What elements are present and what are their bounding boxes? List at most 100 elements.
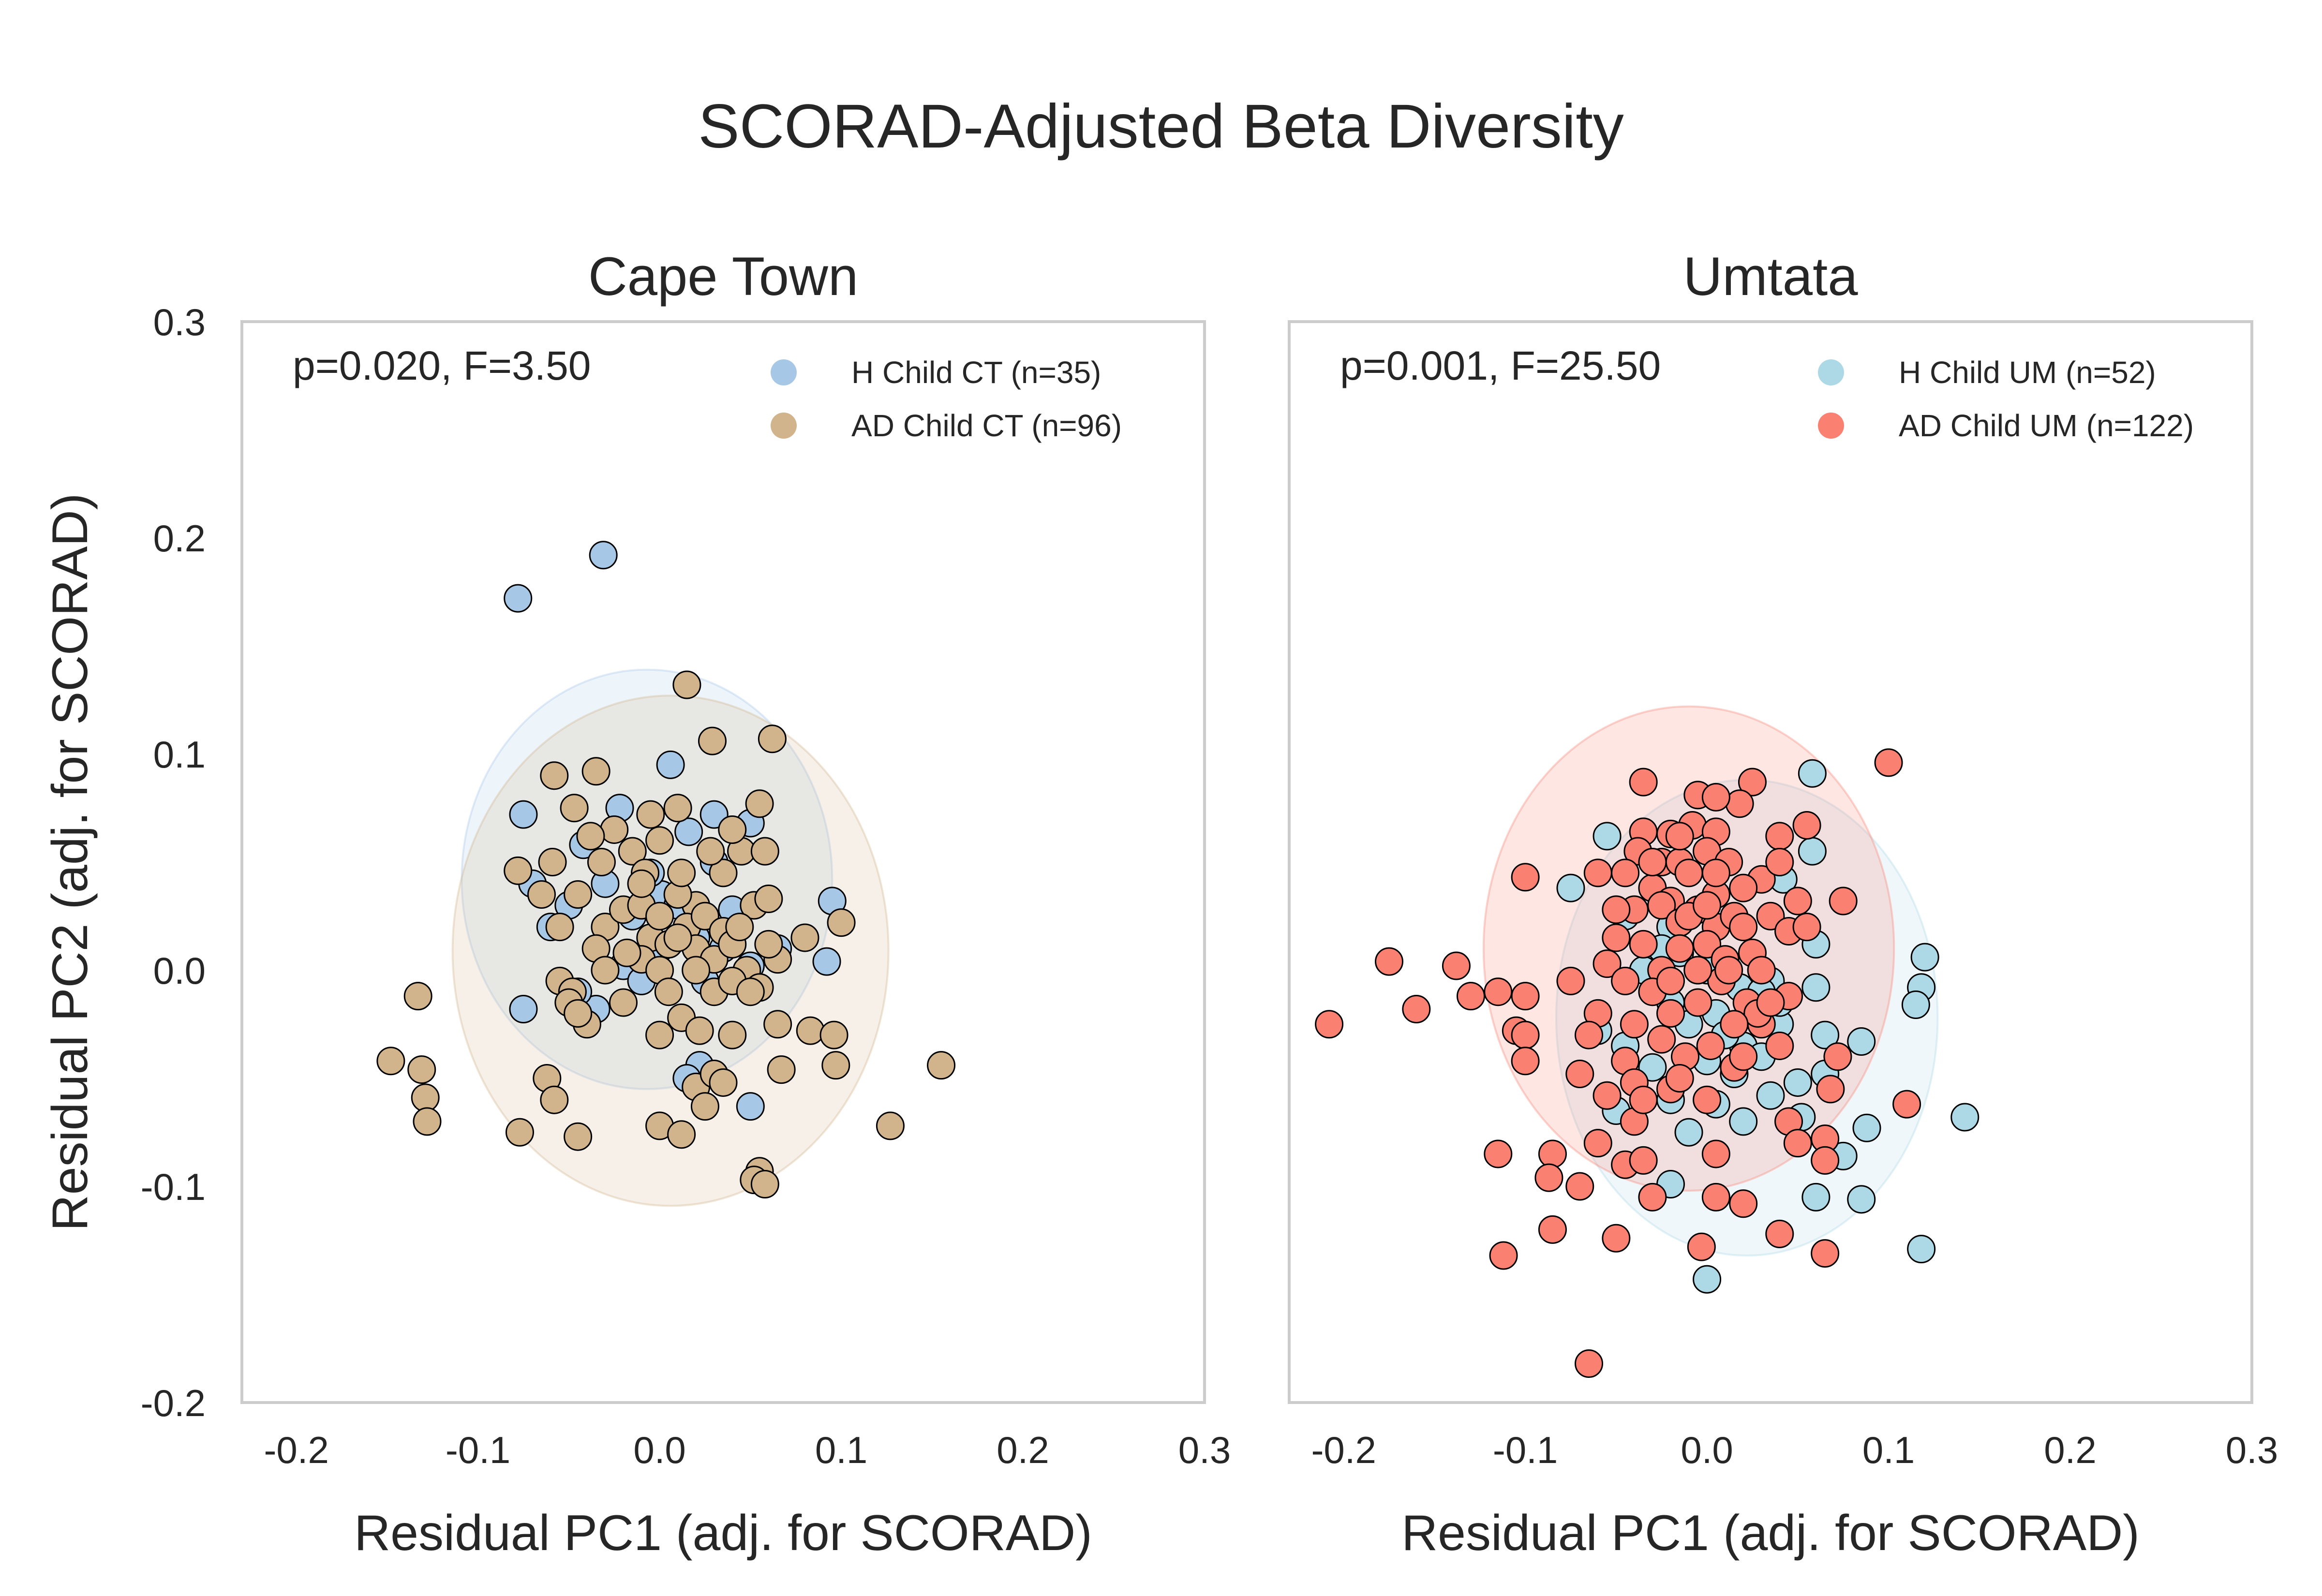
data-point-umtata-s1-78: [1665, 1064, 1694, 1093]
legend-marker-cape-town-0: [771, 359, 797, 385]
data-point-umtata-s1-45: [1683, 988, 1712, 1017]
data-point-cape-town-s0-5: [656, 750, 685, 779]
data-point-cape-town-s1-4: [581, 757, 610, 786]
data-point-umtata-s1-42: [1611, 966, 1640, 995]
panel-title-umtata: Umtata: [1683, 246, 1859, 307]
data-point-cape-town-s1-64: [718, 1020, 747, 1049]
data-point-umtata-s1-81: [1783, 1129, 1812, 1158]
data-point-umtata-s1-1: [1629, 768, 1658, 797]
data-point-umtata-s1-120: [1693, 891, 1722, 920]
data-point-umtata-s1-94: [1538, 1215, 1567, 1244]
y-tick-label-cape-town-0: 0.3: [153, 301, 206, 343]
data-point-umtata-s1-110: [1602, 895, 1631, 924]
data-point-cape-town-s1-0: [672, 670, 701, 699]
x-tick-label-cape-town-4: 0.2: [997, 1429, 1049, 1471]
data-point-umtata-s0-35: [1910, 943, 1939, 972]
data-point-umtata-s1-10: [1792, 811, 1821, 840]
data-point-umtata-s0-37: [1901, 990, 1930, 1020]
data-point-umtata-s1-107: [1765, 848, 1794, 876]
y-axis-label-cape-town: Residual PC2 (adj. for SCORAD): [42, 493, 98, 1231]
data-point-umtata-s0-46: [1729, 1107, 1758, 1136]
figure-title: SCORAD-Adjusted Beta Diversity: [698, 92, 1624, 161]
data-point-umtata-s1-64: [1315, 1010, 1344, 1039]
legend-label-umtata-0: H Child UM (n=52): [1899, 355, 2156, 390]
data-point-cape-town-s1-2: [758, 724, 787, 754]
x-tick-label-umtata-5: 0.3: [2226, 1429, 2278, 1471]
data-point-cape-town-s0-2: [509, 800, 538, 829]
x-tick-label-umtata-0: -0.2: [1311, 1429, 1376, 1471]
data-point-umtata-s0-0: [1798, 759, 1827, 788]
data-point-umtata-s1-35: [1629, 930, 1658, 959]
data-point-cape-town-s0-6: [674, 817, 703, 846]
data-point-umtata-s1-116: [1729, 1042, 1758, 1071]
x-tick-label-cape-town-0: -0.2: [264, 1429, 328, 1471]
x-axis-label-cape-town: Residual PC1 (adj. for SCORAD): [354, 1505, 1092, 1561]
data-point-cape-town-s1-90: [627, 869, 656, 898]
data-point-cape-town-s1-42: [754, 930, 783, 959]
data-point-umtata-s1-115: [1683, 956, 1712, 985]
data-point-umtata-s1-88: [1534, 1163, 1563, 1192]
legend-label-umtata-1: AD Child UM (n=122): [1899, 408, 2194, 443]
data-point-umtata-s1-70: [1565, 1060, 1594, 1089]
data-point-cape-town-s1-67: [819, 1020, 848, 1049]
data-point-cape-town-s1-9: [587, 848, 616, 876]
data-point-umtata-s0-22: [1847, 1027, 1876, 1056]
data-point-umtata-s0-32: [1756, 1081, 1785, 1110]
data-point-cape-town-s1-50: [654, 977, 683, 1006]
data-point-cape-town-s0-1: [589, 541, 618, 570]
data-point-umtata-s0-3: [1556, 873, 1585, 902]
data-point-umtata-s0-34: [1852, 1113, 1881, 1142]
data-point-umtata-s1-99: [1575, 1349, 1604, 1378]
data-point-cape-town-s1-89: [750, 1170, 779, 1199]
data-point-umtata-s0-38: [1950, 1103, 1980, 1132]
data-point-cape-town-s1-84: [667, 1120, 696, 1149]
data-point-cape-town-s1-93: [667, 858, 696, 887]
data-point-umtata-s1-41: [1593, 949, 1622, 978]
data-point-cape-town-s1-55: [736, 977, 765, 1006]
data-point-cape-town-s1-66: [796, 1016, 825, 1045]
data-point-umtata-s1-62: [1402, 994, 1431, 1023]
axes-frame-umtata: [1288, 320, 2253, 1404]
data-point-cape-town-s1-39: [754, 884, 783, 913]
data-point-cape-town-s1-14: [645, 826, 674, 855]
data-point-cape-town-s1-7: [504, 856, 533, 885]
data-point-cape-town-s1-20: [750, 837, 779, 866]
data-point-umtata-s1-33: [1829, 887, 1858, 916]
data-point-umtata-s1-106: [1638, 848, 1667, 876]
data-point-cape-town-s1-10: [600, 815, 629, 844]
axes-frame-cape-town: [240, 320, 1206, 1404]
data-point-umtata-s1-57: [1765, 1031, 1794, 1060]
data-point-umtata-s1-63: [1375, 947, 1404, 976]
data-point-umtata-s1-102: [1756, 988, 1785, 1017]
data-point-umtata-s0-2: [1798, 837, 1827, 866]
data-point-cape-town-s1-29: [645, 901, 674, 931]
data-point-umtata-s0-44: [1693, 1265, 1722, 1294]
x-tick-label-umtata-3: 0.1: [1862, 1429, 1915, 1471]
data-point-cape-town-s1-92: [576, 822, 605, 851]
data-point-umtata-s1-18: [1783, 887, 1812, 916]
data-point-cape-town-s1-19: [718, 815, 747, 844]
data-point-umtata-s1-54: [1696, 1031, 1725, 1060]
data-point-umtata-s1-11: [1511, 863, 1540, 892]
data-point-cape-town-s1-6: [745, 789, 774, 818]
data-point-umtata-s1-100: [1687, 1232, 1716, 1261]
data-point-cape-town-s1-22: [527, 880, 556, 909]
data-point-umtata-s0-42: [1847, 1185, 1876, 1214]
data-point-cape-town-s1-91: [696, 837, 725, 866]
data-point-umtata-s1-98: [1811, 1239, 1840, 1268]
data-point-umtata-s1-90: [1583, 1129, 1612, 1158]
legend-marker-cape-town-1: [771, 413, 797, 439]
legend-label-cape-town-0: H Child CT (n=35): [851, 355, 1101, 390]
data-point-cape-town-s1-17: [709, 858, 738, 887]
data-point-umtata-s1-24: [1729, 873, 1758, 902]
x-tick-label-umtata-2: 0.0: [1681, 1429, 1733, 1471]
y-tick-label-cape-town-4: -0.1: [141, 1166, 206, 1208]
data-point-umtata-s1-91: [1638, 1182, 1667, 1212]
data-point-umtata-s1-37: [1665, 934, 1694, 963]
data-point-umtata-s1-79: [1701, 1139, 1730, 1168]
data-point-cape-town-s1-72: [709, 1068, 738, 1097]
data-point-umtata-s1-3: [1738, 768, 1767, 797]
data-point-umtata-s1-101: [1811, 1146, 1840, 1175]
data-point-cape-town-s1-78: [407, 1055, 436, 1084]
